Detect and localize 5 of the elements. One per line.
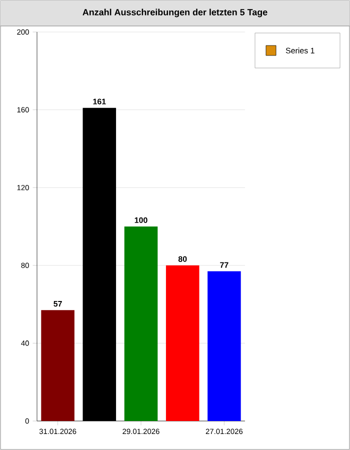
bar bbox=[41, 310, 74, 421]
bar bbox=[208, 271, 241, 421]
bar bbox=[166, 265, 200, 421]
chart-title: Anzahl Ausschreibungen der letzten 5 Tage bbox=[82, 8, 268, 18]
bar bbox=[124, 226, 158, 421]
